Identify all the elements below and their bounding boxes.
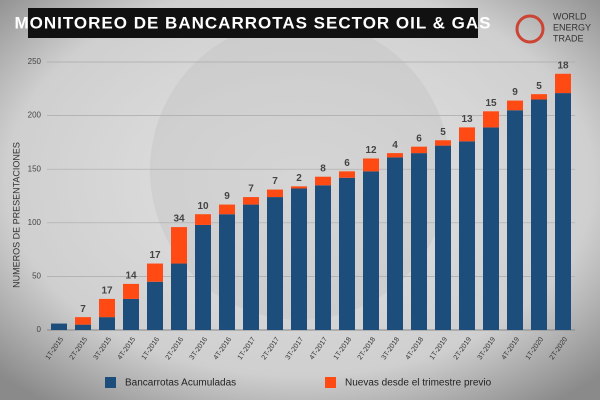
- bar-segment: [315, 185, 331, 330]
- bar-segment: [483, 111, 499, 128]
- value-label: 2: [296, 173, 302, 184]
- y-tick-label: 50: [32, 272, 41, 281]
- logo-text: ENERGY: [553, 22, 591, 32]
- value-label: 6: [416, 133, 422, 144]
- bar-segment: [435, 145, 451, 330]
- bar-segment: [267, 189, 283, 198]
- bar-segment: [411, 146, 427, 154]
- bar-segment: [291, 186, 307, 189]
- value-label: 5: [440, 127, 446, 138]
- bar-segment: [123, 298, 139, 330]
- value-label: 9: [512, 87, 518, 98]
- legend-swatch: [105, 377, 116, 388]
- bar-segment: [339, 171, 355, 178]
- y-tick-label: 200: [28, 111, 42, 120]
- bar-segment: [147, 281, 163, 330]
- title-banner: [28, 8, 478, 38]
- bar-segment: [219, 214, 235, 330]
- value-label: 15: [485, 98, 497, 109]
- bar-segment: [363, 171, 379, 330]
- legend-label: Bancarrotas Acumuladas: [125, 378, 236, 389]
- bar-segment: [459, 127, 475, 142]
- value-label: 7: [248, 184, 254, 195]
- logo-icon: [515, 14, 545, 44]
- value-label: 9: [224, 191, 230, 202]
- y-tick-label: 100: [28, 218, 42, 227]
- y-tick-label: 0: [37, 325, 42, 334]
- y-tick-label: 250: [28, 57, 42, 66]
- value-label: 10: [197, 201, 209, 212]
- bar-segment: [99, 298, 115, 318]
- bar-segment: [99, 317, 115, 330]
- bar-segment: [411, 153, 427, 330]
- bar-segment: [75, 317, 91, 325]
- bar-segment: [171, 263, 187, 330]
- bar-segment: [387, 153, 403, 158]
- value-label: 14: [125, 271, 137, 282]
- legend-label: Nuevas desde el trimestre previo: [345, 378, 492, 389]
- bar-segment: [555, 93, 571, 330]
- y-tick-label: 150: [28, 164, 42, 173]
- value-label: 17: [101, 286, 113, 297]
- bar-segment: [123, 283, 139, 299]
- value-label: 6: [344, 158, 350, 169]
- value-label: 5: [536, 81, 542, 92]
- bar-segment: [171, 227, 187, 264]
- bar-segment: [243, 204, 259, 330]
- bar-segment: [483, 127, 499, 330]
- bar-segment: [339, 177, 355, 330]
- y-axis-label: NUMEROS DE PRESENTACIONES: [11, 142, 21, 288]
- value-label: 13: [461, 114, 473, 125]
- value-label: 18: [557, 60, 569, 71]
- bar-segment: [531, 94, 547, 100]
- bar-segment: [195, 214, 211, 225]
- bar-segment: [51, 323, 67, 330]
- bar-segment: [75, 324, 91, 330]
- bar-segment: [315, 176, 331, 186]
- legend-swatch: [325, 377, 336, 388]
- bar-segment: [507, 100, 523, 111]
- chart-title: MONITOREO DE BANCARROTAS SECTOR OIL & GA…: [14, 13, 491, 32]
- bar-segment: [507, 110, 523, 331]
- bar-segment: [267, 197, 283, 330]
- bar-segment: [219, 204, 235, 215]
- bar-segment: [243, 197, 259, 205]
- bar-segment: [531, 99, 547, 331]
- value-label: 34: [173, 214, 185, 225]
- bar-segment: [291, 188, 307, 330]
- value-label: 7: [80, 304, 86, 315]
- value-label: 4: [392, 140, 398, 151]
- value-label: 7: [272, 176, 278, 187]
- bar-segment: [363, 158, 379, 172]
- bar-segment: [435, 140, 451, 146]
- value-label: 17: [149, 250, 161, 261]
- bar-segment: [147, 263, 163, 282]
- bar-segment: [195, 224, 211, 330]
- logo-text: WORLD: [553, 11, 587, 21]
- bar-segment: [387, 157, 403, 330]
- bar-segment: [459, 141, 475, 330]
- bar-segment: [555, 73, 571, 94]
- value-label: 8: [320, 163, 326, 174]
- value-label: 12: [365, 145, 377, 156]
- logo-text: TRADE: [553, 33, 584, 43]
